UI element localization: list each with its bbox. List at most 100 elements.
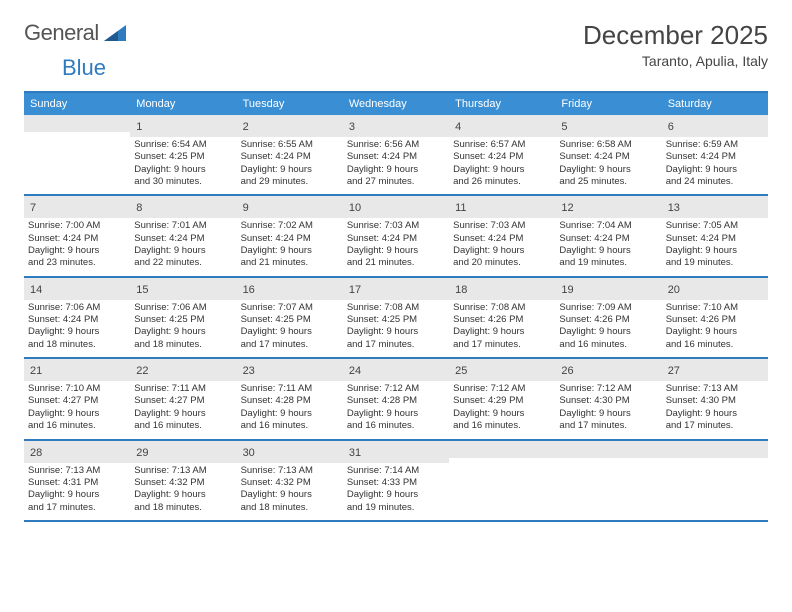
day-number: 16	[243, 284, 255, 296]
sunset-text: Sunset: 4:25 PM	[347, 314, 445, 326]
daylight-text: and 19 minutes.	[666, 257, 764, 269]
logo: General	[24, 20, 106, 46]
day-number: 1	[136, 121, 142, 133]
sunrise-text: Sunrise: 7:06 AM	[134, 302, 232, 314]
calendar-cell: 24Sunrise: 7:12 AMSunset: 4:28 PMDayligh…	[343, 359, 449, 438]
cell-body: Sunrise: 7:03 AMSunset: 4:24 PMDaylight:…	[347, 218, 445, 269]
daylight-text: Daylight: 9 hours	[134, 408, 232, 420]
calendar-cell: 15Sunrise: 7:06 AMSunset: 4:25 PMDayligh…	[130, 278, 236, 357]
day-number: 27	[668, 365, 680, 377]
sunset-text: Sunset: 4:30 PM	[666, 395, 764, 407]
daylight-text: Daylight: 9 hours	[453, 164, 551, 176]
daynum-row: 1	[130, 115, 236, 137]
sunset-text: Sunset: 4:26 PM	[666, 314, 764, 326]
sunrise-text: Sunrise: 7:03 AM	[453, 220, 551, 232]
daylight-text: Daylight: 9 hours	[241, 164, 339, 176]
daynum-row: 29	[130, 441, 236, 463]
daynum-row: 23	[237, 359, 343, 381]
sunrise-text: Sunrise: 7:11 AM	[134, 383, 232, 395]
daynum-row: 9	[237, 196, 343, 218]
calendar-cell: 2Sunrise: 6:55 AMSunset: 4:24 PMDaylight…	[237, 115, 343, 194]
daylight-text: and 18 minutes.	[134, 339, 232, 351]
calendar-cell	[555, 441, 661, 520]
daylight-text: Daylight: 9 hours	[347, 164, 445, 176]
daylight-text: and 27 minutes.	[347, 176, 445, 188]
daylight-text: Daylight: 9 hours	[666, 408, 764, 420]
daylight-text: Daylight: 9 hours	[666, 245, 764, 257]
calendar-cell: 8Sunrise: 7:01 AMSunset: 4:24 PMDaylight…	[130, 196, 236, 275]
cell-body: Sunrise: 7:12 AMSunset: 4:30 PMDaylight:…	[559, 381, 657, 432]
daylight-text: and 16 minutes.	[347, 420, 445, 432]
cell-body: Sunrise: 7:12 AMSunset: 4:29 PMDaylight:…	[453, 381, 551, 432]
daylight-text: Daylight: 9 hours	[347, 245, 445, 257]
day-number: 22	[136, 365, 148, 377]
sunrise-text: Sunrise: 7:04 AM	[559, 220, 657, 232]
daylight-text: and 21 minutes.	[347, 257, 445, 269]
calendar-cell: 30Sunrise: 7:13 AMSunset: 4:32 PMDayligh…	[237, 441, 343, 520]
daylight-text: Daylight: 9 hours	[134, 326, 232, 338]
calendar-cell: 26Sunrise: 7:12 AMSunset: 4:30 PMDayligh…	[555, 359, 661, 438]
sunrise-text: Sunrise: 7:11 AM	[241, 383, 339, 395]
daylight-text: and 17 minutes.	[559, 420, 657, 432]
daylight-text: and 18 minutes.	[28, 339, 126, 351]
calendar-cell: 21Sunrise: 7:10 AMSunset: 4:27 PMDayligh…	[24, 359, 130, 438]
calendar-cell: 10Sunrise: 7:03 AMSunset: 4:24 PMDayligh…	[343, 196, 449, 275]
sunrise-text: Sunrise: 6:55 AM	[241, 139, 339, 151]
daylight-text: and 17 minutes.	[347, 339, 445, 351]
calendar-cell: 27Sunrise: 7:13 AMSunset: 4:30 PMDayligh…	[662, 359, 768, 438]
daylight-text: Daylight: 9 hours	[347, 489, 445, 501]
sunrise-text: Sunrise: 7:09 AM	[559, 302, 657, 314]
daylight-text: and 18 minutes.	[241, 502, 339, 514]
dow-wed: Wednesday	[343, 93, 449, 115]
sunrise-text: Sunrise: 6:58 AM	[559, 139, 657, 151]
cell-body: Sunrise: 7:04 AMSunset: 4:24 PMDaylight:…	[559, 218, 657, 269]
daylight-text: Daylight: 9 hours	[28, 245, 126, 257]
day-number: 14	[30, 284, 42, 296]
day-number: 17	[349, 284, 361, 296]
calendar-cell: 11Sunrise: 7:03 AMSunset: 4:24 PMDayligh…	[449, 196, 555, 275]
sunset-text: Sunset: 4:28 PM	[241, 395, 339, 407]
calendar-cell	[662, 441, 768, 520]
cell-body: Sunrise: 7:12 AMSunset: 4:28 PMDaylight:…	[347, 381, 445, 432]
daylight-text: Daylight: 9 hours	[241, 245, 339, 257]
sunrise-text: Sunrise: 7:06 AM	[28, 302, 126, 314]
cell-body: Sunrise: 6:54 AMSunset: 4:25 PMDaylight:…	[134, 137, 232, 188]
daylight-text: Daylight: 9 hours	[134, 245, 232, 257]
daynum-row	[662, 441, 768, 458]
calendar-cell: 20Sunrise: 7:10 AMSunset: 4:26 PMDayligh…	[662, 278, 768, 357]
sunrise-text: Sunrise: 7:13 AM	[28, 465, 126, 477]
daylight-text: Daylight: 9 hours	[453, 326, 551, 338]
calendar-cell: 31Sunrise: 7:14 AMSunset: 4:33 PMDayligh…	[343, 441, 449, 520]
sunrise-text: Sunrise: 7:05 AM	[666, 220, 764, 232]
calendar-cell: 28Sunrise: 7:13 AMSunset: 4:31 PMDayligh…	[24, 441, 130, 520]
daylight-text: and 16 minutes.	[241, 420, 339, 432]
daylight-text: and 17 minutes.	[453, 339, 551, 351]
calendar-cell: 18Sunrise: 7:08 AMSunset: 4:26 PMDayligh…	[449, 278, 555, 357]
cell-body: Sunrise: 7:05 AMSunset: 4:24 PMDaylight:…	[666, 218, 764, 269]
daylight-text: Daylight: 9 hours	[559, 326, 657, 338]
sunrise-text: Sunrise: 7:00 AM	[28, 220, 126, 232]
cell-body: Sunrise: 7:11 AMSunset: 4:28 PMDaylight:…	[241, 381, 339, 432]
daylight-text: Daylight: 9 hours	[559, 245, 657, 257]
logo-text-blue: Blue	[62, 55, 106, 80]
daylight-text: Daylight: 9 hours	[347, 326, 445, 338]
daylight-text: and 24 minutes.	[666, 176, 764, 188]
cell-body: Sunrise: 7:09 AMSunset: 4:26 PMDaylight:…	[559, 300, 657, 351]
sunset-text: Sunset: 4:31 PM	[28, 477, 126, 489]
sunset-text: Sunset: 4:24 PM	[666, 233, 764, 245]
sunset-text: Sunset: 4:33 PM	[347, 477, 445, 489]
daynum-row: 12	[555, 196, 661, 218]
calendar-cell: 16Sunrise: 7:07 AMSunset: 4:25 PMDayligh…	[237, 278, 343, 357]
daylight-text: Daylight: 9 hours	[559, 164, 657, 176]
daylight-text: Daylight: 9 hours	[241, 326, 339, 338]
cell-body: Sunrise: 7:00 AMSunset: 4:24 PMDaylight:…	[28, 218, 126, 269]
cell-body: Sunrise: 6:56 AMSunset: 4:24 PMDaylight:…	[347, 137, 445, 188]
daynum-row: 7	[24, 196, 130, 218]
sunset-text: Sunset: 4:32 PM	[241, 477, 339, 489]
calendar-cell: 12Sunrise: 7:04 AMSunset: 4:24 PMDayligh…	[555, 196, 661, 275]
daynum-row: 8	[130, 196, 236, 218]
day-number: 29	[136, 447, 148, 459]
daylight-text: Daylight: 9 hours	[28, 408, 126, 420]
daynum-row: 25	[449, 359, 555, 381]
calendar-cell: 25Sunrise: 7:12 AMSunset: 4:29 PMDayligh…	[449, 359, 555, 438]
